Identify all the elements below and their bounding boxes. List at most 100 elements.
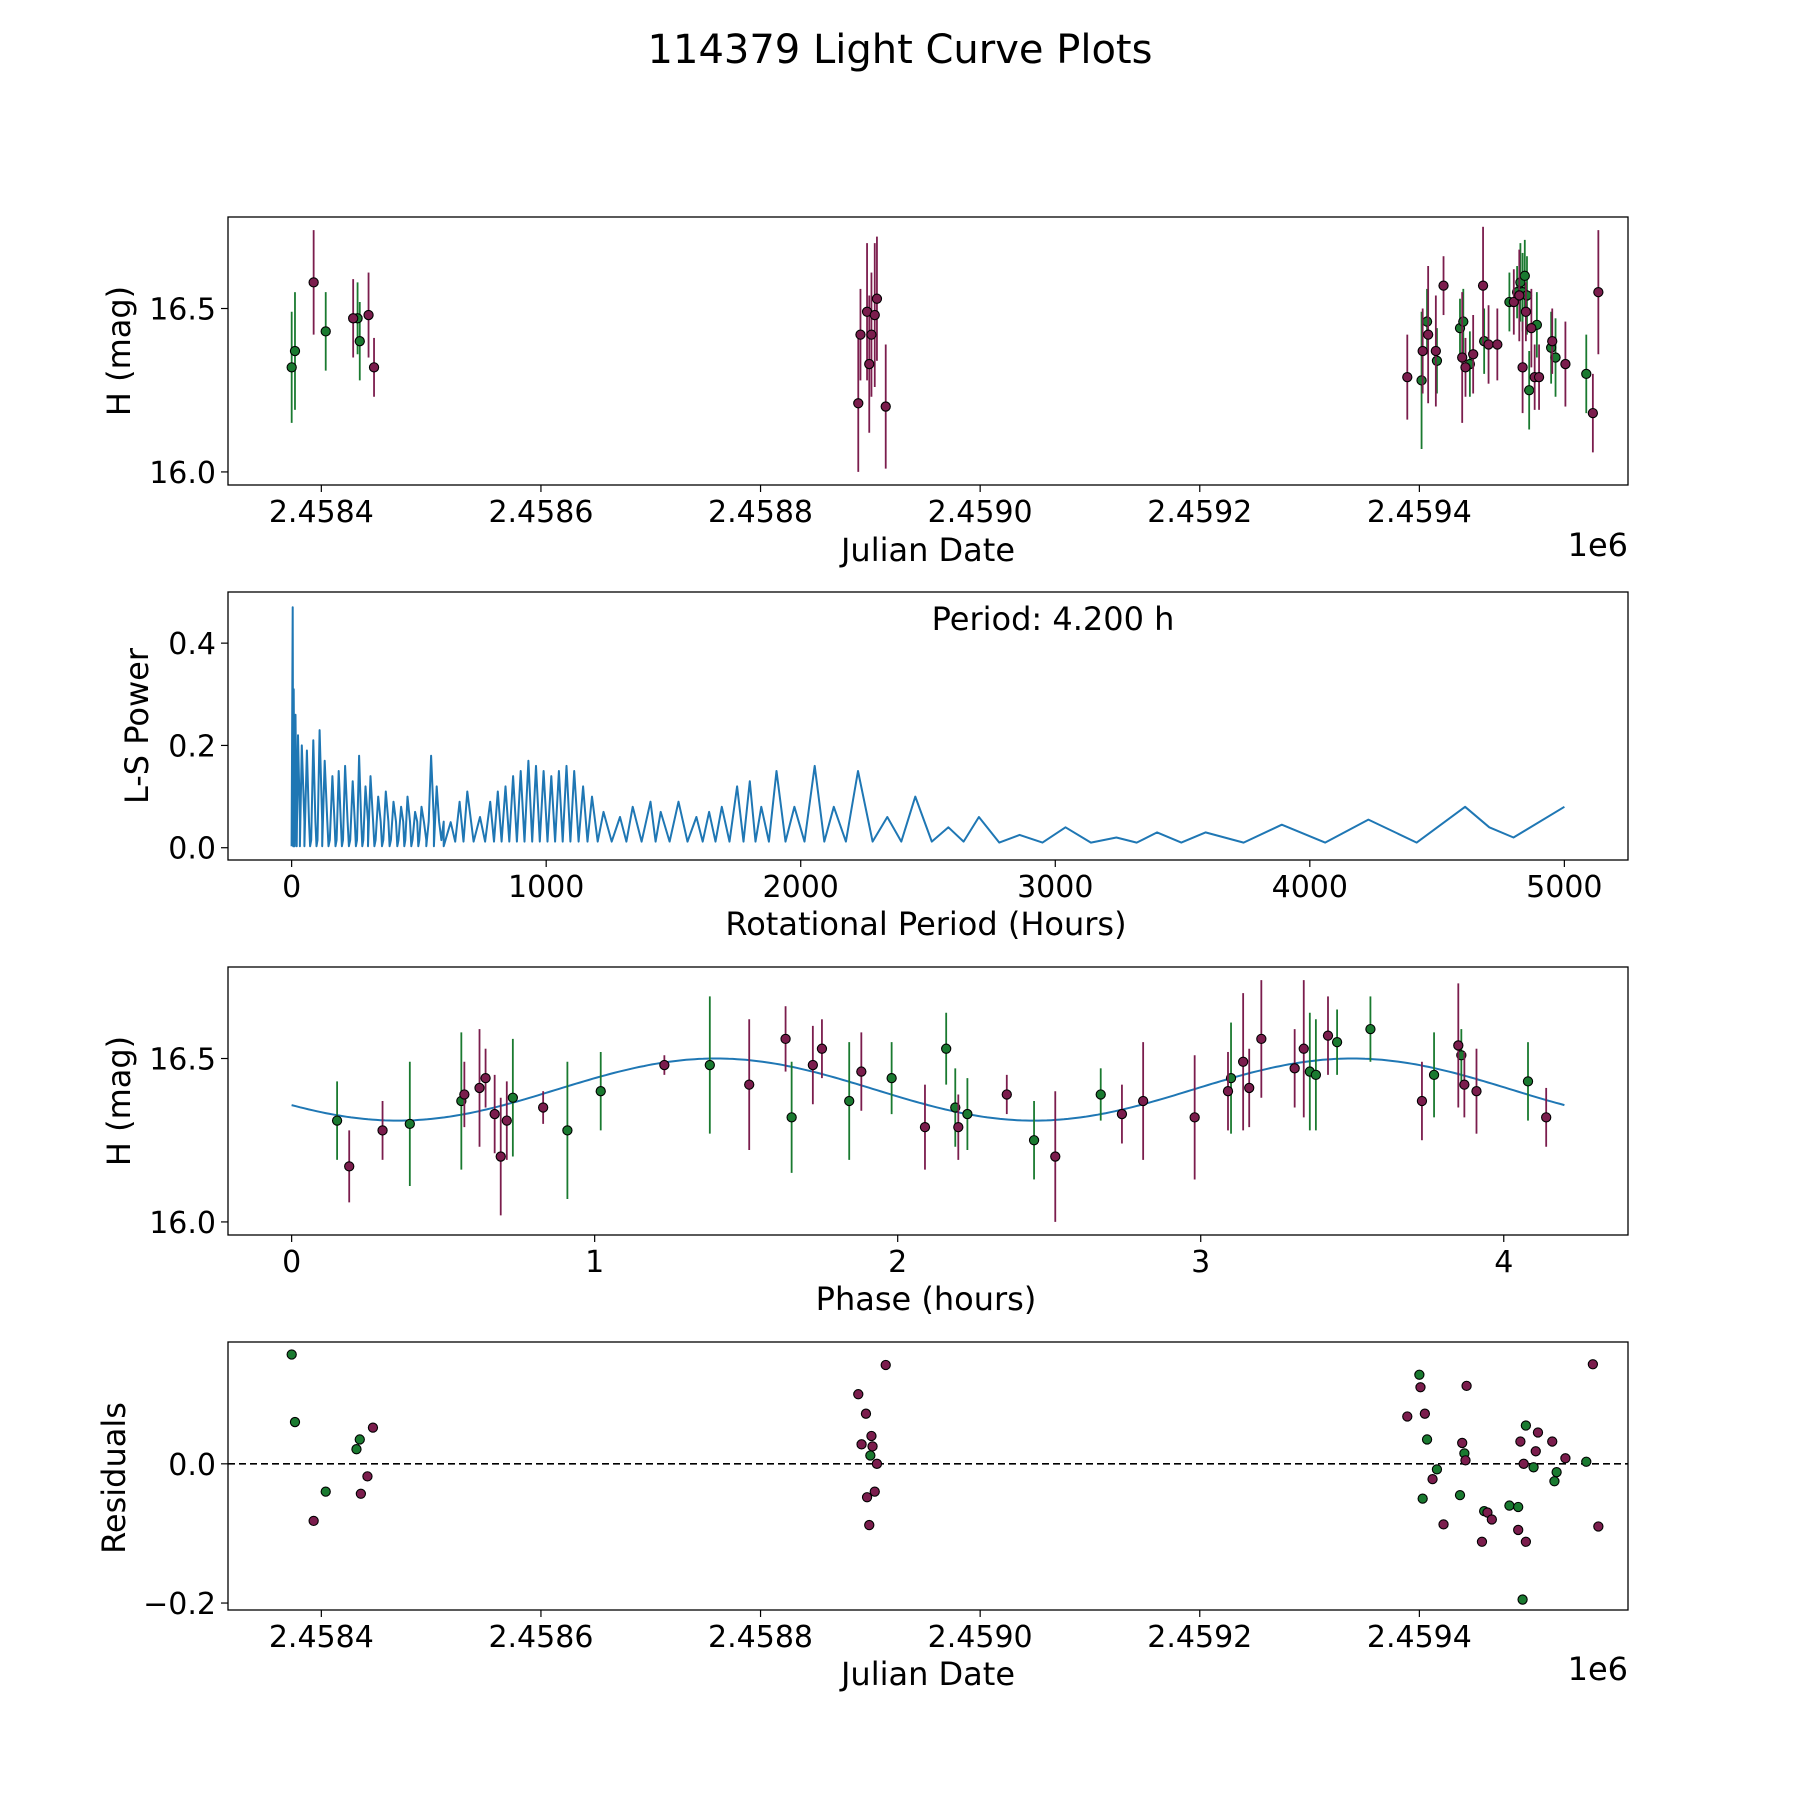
phase-ytick-label: 16.0 <box>149 1206 216 1241</box>
resid-point-green <box>286 1349 297 1360</box>
resid-point-green <box>1581 1456 1592 1467</box>
periodogram-ticks: 0 1000 2000 3000 4000 5000 0.0 0.2 0.4 <box>168 627 1602 905</box>
panel-light-curve: 2.4584 2.4586 2.4588 2.4590 2.4592 2.4594 16.0… <box>100 216 1629 569</box>
resid-xtick-label: 2.4590 <box>928 1620 1033 1655</box>
phase-point-green <box>704 1059 715 1071</box>
periodogram-annotation: Period: 4.200 h <box>932 600 1175 638</box>
resid-point-green <box>1504 1500 1515 1511</box>
phase-point-purple <box>919 1121 931 1133</box>
resid-point-purple <box>871 1458 883 1469</box>
resid-point-purple <box>867 1441 878 1452</box>
panel-periodogram: 0 1000 2000 3000 4000 5000 0.0 0.2 0.4 Period: 4… <box>118 591 1629 943</box>
ls-xtick-label: 2000 <box>763 870 839 905</box>
resid-point-purple <box>856 1439 867 1450</box>
resid-ytick-label: −0.2 <box>143 1587 216 1622</box>
resid-point-purple <box>1415 1382 1426 1393</box>
phase-point-purple <box>1138 1095 1149 1107</box>
phase-point-green <box>786 1112 797 1123</box>
phase-xtick-label: 2 <box>888 1245 907 1280</box>
ls-ytick-label: 0.2 <box>168 729 216 764</box>
light-curve-axes-frame <box>227 216 1629 486</box>
resid-point-purple <box>355 1488 367 1499</box>
phase-point-purple <box>659 1059 670 1071</box>
phase-point-green <box>595 1086 606 1097</box>
ls-xtick-label: 4000 <box>1272 870 1348 905</box>
periodogram-axes-frame <box>227 591 1629 861</box>
jd-point-green <box>1416 375 1427 386</box>
jd-point-green <box>1550 352 1561 363</box>
phase-point-purple <box>744 1079 755 1090</box>
ls-xtick-label: 0 <box>282 870 301 905</box>
resid-point-purple <box>1476 1536 1488 1547</box>
phased-curve-axes-frame <box>227 966 1629 1236</box>
residuals-ylabel: Residuals <box>95 1402 133 1554</box>
resid-point-purple <box>1457 1437 1468 1449</box>
resid-xtick-label: 2.4588 <box>708 1620 813 1655</box>
phase-point-purple <box>953 1121 964 1133</box>
phase-point-green <box>1428 1069 1440 1081</box>
phase-point-purple <box>1289 1063 1300 1074</box>
resid-point-purple <box>860 1408 872 1419</box>
resid-point-purple <box>1518 1458 1529 1469</box>
phase-point-purple <box>1189 1112 1200 1123</box>
phase-point-green <box>1331 1037 1343 1048</box>
phase-point-purple <box>1453 1040 1464 1051</box>
resid-point-green <box>1528 1462 1539 1473</box>
residual-points <box>228 1349 1628 1605</box>
light-curve-xlabel: Julian Date <box>839 531 1015 569</box>
phased-curve-ticks: 0 1 2 3 4 16.0 16.5 <box>149 1043 1513 1280</box>
light-curve-points <box>286 226 1604 472</box>
jd-point-purple <box>1593 287 1604 298</box>
jd-point-green <box>1458 316 1469 327</box>
jd-point-purple <box>1492 339 1503 350</box>
resid-point-purple <box>880 1359 891 1371</box>
jd-point-green <box>1519 270 1530 281</box>
ls-xtick-label: 1000 <box>508 870 584 905</box>
resid-point-purple <box>864 1519 875 1531</box>
phase-point-purple <box>816 1043 828 1054</box>
jd-point-green <box>320 326 331 337</box>
figure-title: 114379 Light Curve Plots <box>648 27 1153 73</box>
jd-point-purple <box>1457 352 1468 363</box>
jd-xtick-label: 2.4594 <box>1367 495 1472 530</box>
phase-xtick-label: 4 <box>1494 1245 1513 1280</box>
resid-point-green <box>351 1444 362 1455</box>
resid-point-purple <box>1402 1411 1413 1422</box>
resid-point-green <box>1513 1501 1524 1513</box>
jd-point-purple <box>1533 371 1545 383</box>
jd-point-purple <box>1483 339 1494 350</box>
resid-point-purple <box>1593 1521 1604 1532</box>
resid-point-purple <box>1486 1514 1497 1525</box>
resid-point-green <box>865 1450 876 1461</box>
resid-ytick-label: 0.0 <box>168 1448 216 1483</box>
light-curve-ticks: 2.4584 2.4586 2.4588 2.4590 2.4592 2.4594 16.0… <box>149 293 1472 530</box>
jd-xtick-label: 2.4590 <box>928 495 1033 530</box>
residuals-axes-frame <box>227 1341 1629 1611</box>
jd-point-purple <box>363 309 374 321</box>
jd-point-purple <box>368 362 380 373</box>
phase-point-purple <box>1222 1086 1234 1097</box>
phase-point-green <box>1365 1023 1376 1035</box>
phase-point-purple <box>501 1115 512 1126</box>
phase-point-purple <box>1471 1086 1482 1097</box>
resid-point-purple <box>861 1492 873 1503</box>
jd-point-purple <box>1560 358 1571 370</box>
jd-point-purple <box>1526 322 1537 334</box>
jd-point-purple <box>348 313 359 324</box>
phase-xtick-label: 3 <box>1191 1245 1210 1280</box>
sine-model-curve <box>291 1057 1565 1122</box>
jd-point-purple <box>871 293 883 304</box>
resid-point-purple <box>1515 1436 1526 1447</box>
jd-xtick-label: 2.4588 <box>708 495 813 530</box>
periodogram-ylabel: L-S Power <box>118 647 156 804</box>
residuals-xlabel: Julian Date <box>839 1655 1015 1693</box>
resid-point-green <box>1414 1369 1425 1380</box>
resid-point-purple <box>1547 1436 1558 1447</box>
jd-point-purple <box>1438 280 1449 291</box>
jd-point-purple <box>1430 345 1441 357</box>
resid-point-green <box>1517 1594 1528 1605</box>
jd-point-green <box>289 345 301 357</box>
resid-point-purple <box>1560 1453 1571 1464</box>
jd-point-purple <box>853 398 864 409</box>
